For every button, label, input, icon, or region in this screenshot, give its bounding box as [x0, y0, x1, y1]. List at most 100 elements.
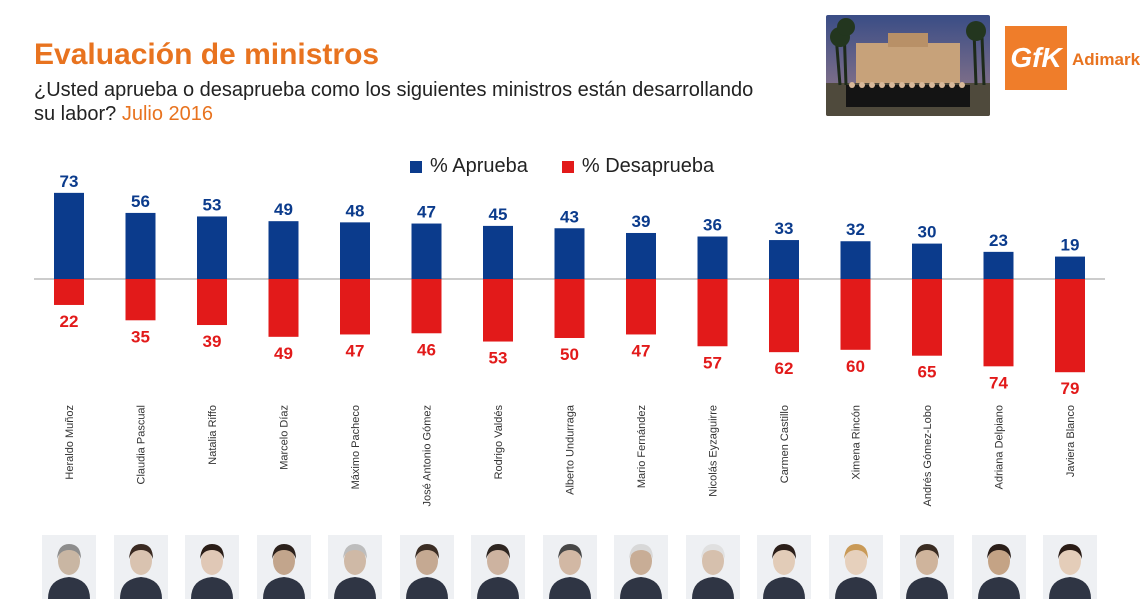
bar-desaprueba — [54, 279, 84, 305]
label-desaprueba: 47 — [632, 341, 651, 360]
adimark-wordmark: Adimark — [1072, 50, 1140, 69]
category-label-text: Alberto Undurraga — [565, 404, 577, 495]
minister-photo — [614, 535, 668, 599]
category-label-text: Claudia Pascual — [136, 405, 148, 485]
legend-item-desaprueba: % Desaprueba — [561, 155, 714, 178]
minister-photo — [399, 535, 454, 599]
category-label-text: Máximo Pacheco — [350, 405, 362, 489]
category-label: Ximena Rincón — [851, 405, 863, 480]
label-aprueba: 32 — [846, 220, 865, 239]
category-label: Carmen Castillo — [779, 405, 791, 483]
legend-item-aprueba: % Aprueba — [410, 155, 528, 178]
minister-photo — [42, 535, 96, 599]
category-label-text: Carmen Castillo — [779, 405, 791, 483]
category-label: Marcelo Díaz — [279, 405, 291, 470]
bar-desaprueba — [983, 279, 1014, 367]
category-label-text: Andrés Gómez-Lobo — [922, 405, 934, 507]
bar-aprueba — [626, 232, 656, 279]
minister-photo — [757, 535, 811, 599]
label-desaprueba: 47 — [346, 341, 365, 360]
bar-aprueba — [125, 212, 156, 279]
category-label: Alberto Undurraga — [565, 404, 577, 495]
category-label-text: Javiera Blanco — [1065, 405, 1077, 477]
cabinet-photo — [826, 15, 990, 116]
label-desaprueba: 46 — [417, 340, 436, 359]
bar-aprueba — [912, 243, 942, 279]
category-label-text: Ximena Rincón — [851, 405, 863, 480]
minister-photo — [256, 535, 311, 599]
category-label: Máximo Pacheco — [350, 405, 362, 489]
category-label-text: Adriana Delpiano — [994, 405, 1006, 489]
bar-desaprueba — [626, 279, 656, 335]
page-subtitle: ¿Usted aprueba o desaprueba como los sig… — [34, 78, 774, 126]
minister-photos — [0, 535, 1140, 599]
subtitle-date: Julio 2016 — [121, 103, 214, 125]
label-aprueba: 30 — [918, 223, 937, 242]
category-label-text: Natalia Riffo — [207, 405, 219, 465]
subtitle-question: ¿Usted aprueba o desaprueba como los sig… — [34, 79, 754, 125]
bar-desaprueba — [769, 279, 799, 353]
category-label-text: Nicolás Eyzaguirre — [708, 405, 720, 497]
category-label-text: Rodrigo Valdés — [493, 405, 505, 480]
bar-desaprueba — [411, 279, 442, 334]
label-aprueba: 33 — [775, 219, 794, 238]
minister-photo — [828, 535, 883, 599]
bar-aprueba — [840, 241, 871, 279]
label-aprueba: 23 — [989, 231, 1008, 250]
category-label: Nicolás Eyzaguirre — [708, 405, 720, 497]
bar-aprueba — [697, 236, 728, 279]
page-title: Evaluación de ministros — [34, 38, 380, 71]
label-aprueba: 39 — [632, 212, 651, 231]
label-desaprueba: 39 — [203, 332, 222, 351]
bar-aprueba — [983, 251, 1014, 279]
category-label: Andrés Gómez-Lobo — [922, 405, 934, 507]
legend-label-aprueba: % Aprueba — [430, 155, 528, 177]
bar-desaprueba — [483, 279, 513, 342]
bar-desaprueba — [840, 279, 871, 350]
label-aprueba: 43 — [560, 207, 579, 226]
bar-aprueba — [411, 223, 442, 279]
chart-legend: % Aprueba % Desaprueba — [410, 155, 714, 178]
category-label-text: Heraldo Muñoz — [64, 405, 76, 480]
approval-chart: 73 22 Heraldo Muñoz 56 35 Claudia Pascual 53 39… — [34, 172, 1105, 507]
bar-desaprueba — [697, 279, 728, 347]
label-aprueba: 48 — [346, 201, 365, 220]
minister-photo — [471, 535, 525, 599]
label-aprueba: 45 — [489, 205, 508, 224]
label-aprueba: 36 — [703, 216, 722, 235]
label-desaprueba: 62 — [775, 359, 794, 378]
bar-aprueba — [197, 216, 227, 279]
category-label-text: José Antonio Gómez — [422, 405, 434, 507]
minister-photo — [1043, 535, 1097, 599]
label-aprueba: 19 — [1061, 236, 1080, 255]
legend-swatch-desaprueba — [561, 160, 574, 173]
label-desaprueba: 79 — [1061, 379, 1080, 398]
label-aprueba: 47 — [417, 203, 436, 222]
minister-photo — [328, 535, 382, 599]
bar-desaprueba — [197, 279, 227, 326]
legend-swatch-aprueba — [410, 160, 422, 173]
category-label: Heraldo Muñoz — [64, 405, 76, 480]
label-desaprueba: 57 — [703, 353, 722, 372]
minister-photo — [900, 535, 954, 599]
minister-photo — [113, 535, 168, 599]
bar-desaprueba — [125, 279, 156, 321]
minister-photo — [185, 535, 239, 599]
category-label: Claudia Pascual — [136, 405, 148, 485]
bar-aprueba — [1055, 256, 1085, 279]
bar-aprueba — [483, 225, 513, 279]
minister-photo — [685, 535, 740, 599]
label-aprueba: 49 — [274, 200, 293, 219]
label-aprueba: 73 — [60, 172, 79, 191]
bar-aprueba — [340, 222, 370, 279]
label-desaprueba: 60 — [846, 357, 865, 376]
category-label: Mario Fernández — [636, 405, 648, 488]
category-label-text: Mario Fernández — [636, 405, 648, 488]
bar-desaprueba — [912, 279, 942, 356]
gfk-logo: GfK — [1005, 26, 1067, 90]
category-label: Javiera Blanco — [1065, 405, 1077, 477]
category-label: Adriana Delpiano — [994, 405, 1006, 489]
bar-aprueba — [54, 192, 84, 279]
minister-photo — [542, 535, 597, 599]
label-desaprueba: 53 — [489, 349, 508, 368]
